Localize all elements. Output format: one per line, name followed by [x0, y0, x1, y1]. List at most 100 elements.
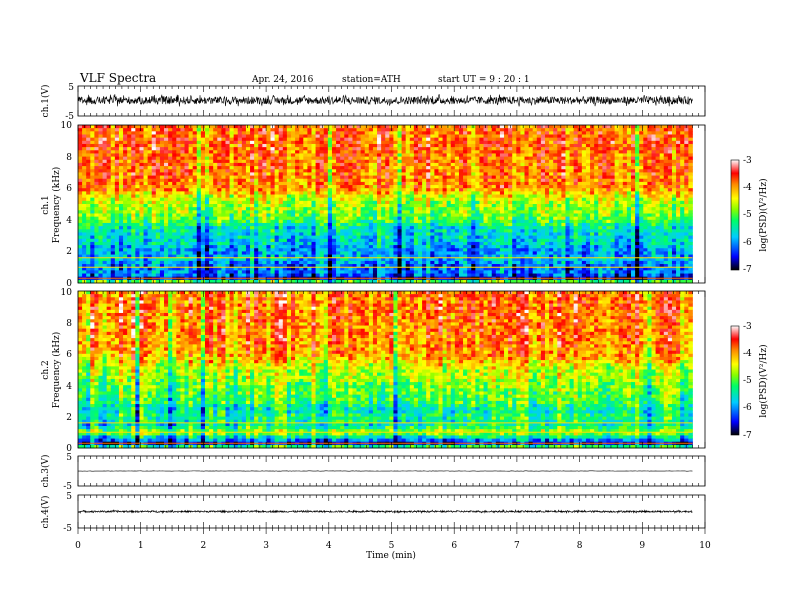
spectrogram-cell: [139, 200, 144, 205]
spectrogram-cell: [123, 267, 128, 271]
spectrogram-cell: [98, 191, 103, 195]
spectrogram-cell: [192, 169, 198, 173]
spectrogram-cell: [184, 162, 190, 167]
spectrogram-cell: [229, 169, 235, 173]
spectrogram-cell: [192, 254, 198, 259]
spectrogram-cell: [106, 200, 112, 205]
spectrogram-cell: [368, 200, 374, 205]
spectrogram-cell: [409, 229, 415, 233]
spectrogram-cell: [258, 213, 263, 218]
spectrogram-cell: [327, 257, 333, 262]
spectrogram-cell: [438, 216, 443, 221]
spectrogram-cell: [123, 153, 128, 157]
spectrogram-cell: [360, 191, 366, 195]
spectrogram-cell: [196, 137, 202, 142]
spectrogram-cell: [446, 181, 452, 186]
spectrogram-cell: [147, 251, 153, 255]
spectrogram-cell: [184, 172, 190, 176]
spectrogram-cell: [180, 273, 185, 278]
spectrogram-cell: [352, 270, 357, 274]
spectrogram-cell: [331, 200, 337, 205]
spectrogram-cell: [413, 147, 419, 151]
spectrogram-cell: [266, 178, 271, 183]
spectrogram-cell: [336, 140, 341, 145]
spectrogram-cell: [381, 254, 386, 259]
spectrogram-cell: [458, 257, 464, 262]
spectrogram-cell: [254, 222, 259, 227]
spectrogram-cell: [303, 251, 308, 255]
spectrogram-cell: [192, 156, 198, 161]
spectrogram-cell: [401, 204, 407, 208]
spectrogram-cell: [131, 254, 136, 259]
spectrogram-cell: [172, 207, 177, 211]
spectrogram-cell: [475, 162, 480, 167]
spectrogram-cell: [458, 241, 464, 246]
spectrogram-cell: [147, 172, 153, 176]
spectrogram-cell: [303, 188, 308, 192]
spectrogram-cell: [254, 140, 259, 145]
spectrogram-cell: [323, 241, 329, 246]
spectrogram-cell: [446, 251, 452, 255]
spectrogram-cell: [118, 153, 124, 157]
spectrogram-cell: [303, 181, 308, 186]
spectrogram-cell: [286, 125, 292, 129]
spectrogram-cell: [286, 241, 292, 246]
spectrogram-cell: [110, 150, 116, 154]
spectrogram-cell: [155, 147, 161, 151]
spectrogram-cell: [221, 257, 226, 262]
spectrogram-cell: [102, 147, 108, 151]
spectrogram-cell: [442, 257, 448, 262]
spectrogram-cell: [372, 178, 378, 183]
spectrogram-cell: [364, 273, 370, 278]
spectrogram-cell: [418, 137, 423, 142]
spectrogram-cell: [368, 216, 374, 221]
spectrogram-cell: [147, 229, 153, 233]
spectrogram-cell: [311, 156, 316, 161]
spectrogram-cell: [364, 210, 370, 214]
spectrogram-cell: [372, 235, 378, 240]
spectrogram-cell: [135, 235, 140, 240]
spectrogram-cell: [434, 235, 439, 240]
spectrogram-cell: [213, 254, 218, 259]
spectrogram-cell: [467, 172, 472, 176]
spectrogram-cell: [434, 279, 439, 284]
spectrogram-cell: [475, 200, 480, 205]
spectrogram-cell: [176, 241, 181, 246]
spectrogram-cell: [225, 229, 230, 233]
spectrogram-cell: [475, 245, 480, 249]
spectrogram-cell: [98, 257, 103, 262]
spectrogram-cell: [209, 140, 214, 145]
spectrogram-cell: [90, 273, 95, 278]
spectrogram-cell: [278, 147, 284, 151]
spectrogram-cell: [123, 222, 128, 227]
spectrogram-cell: [229, 178, 235, 183]
spectrogram-cell: [286, 251, 292, 255]
spectrogram-cell: [94, 248, 99, 252]
spectrogram-cell: [258, 204, 263, 208]
spectrogram-cell: [377, 210, 382, 214]
spectrogram-cell: [135, 204, 140, 208]
spectrogram-cell: [409, 162, 415, 167]
spectrogram-cell: [82, 207, 87, 211]
spectrogram-cell: [127, 181, 132, 186]
spectrogram-cell: [397, 140, 403, 145]
spectrogram-cell: [458, 169, 464, 173]
spectrogram-cell: [200, 137, 206, 142]
spectrogram-cell: [225, 131, 230, 135]
spectrogram-cell: [311, 175, 316, 180]
spectrogram-cell: [454, 188, 460, 192]
spectrogram-cell: [188, 172, 194, 176]
spectrogram-cell: [463, 175, 468, 180]
spectrogram-cell: [393, 264, 398, 268]
spectrogram-cell: [209, 143, 214, 148]
spectrogram-cell: [446, 137, 452, 142]
spectrogram-cell: [233, 156, 239, 161]
spectrogram-cell: [114, 213, 120, 218]
spectrogram-cell: [266, 191, 271, 195]
spectrogram-cell: [360, 235, 366, 240]
spectrogram-cell: [250, 175, 255, 180]
spectrogram-cell: [409, 185, 415, 189]
spectrogram-cell: [270, 156, 276, 161]
spectrogram-cell: [479, 181, 484, 186]
spectrogram-cell: [397, 279, 403, 284]
